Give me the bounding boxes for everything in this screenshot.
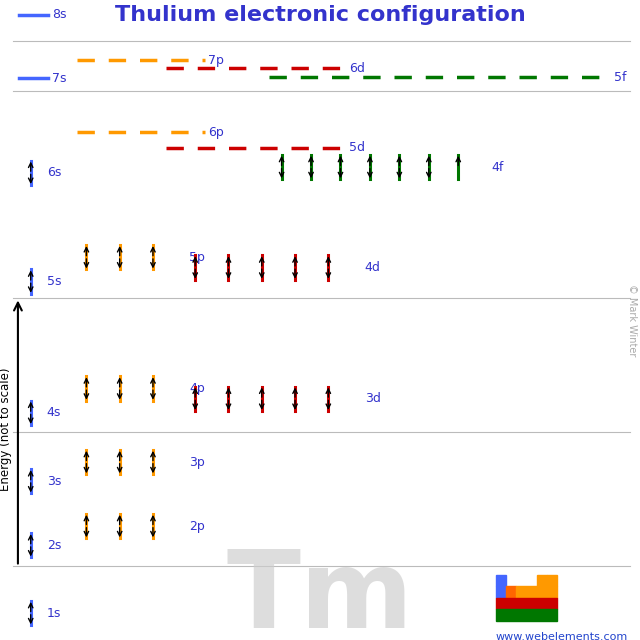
Text: 5p: 5p [189,251,205,264]
Text: 7s: 7s [52,72,67,84]
Text: 8s: 8s [52,8,67,21]
Text: 4p: 4p [189,382,205,395]
Bar [506,586,516,598]
Bar [516,586,537,598]
Text: 5f: 5f [614,71,627,84]
Text: www.webelements.com: www.webelements.com [496,632,628,640]
Bar [496,598,557,609]
Text: 4f: 4f [491,161,503,173]
Bar [537,586,547,598]
Bar [496,609,557,621]
Text: 6s: 6s [47,166,61,179]
Bar [496,586,506,598]
Text: 1s: 1s [47,607,61,620]
Text: 7p: 7p [208,54,224,67]
Bar [547,586,557,598]
Text: © Mark Winter: © Mark Winter [627,284,637,356]
Text: 3s: 3s [47,475,61,488]
Text: 6p: 6p [208,126,224,139]
Text: 3p: 3p [189,456,205,468]
Text: 2p: 2p [189,520,205,532]
Text: 3d: 3d [365,392,381,405]
Text: 2s: 2s [47,539,61,552]
Bar [547,575,557,586]
Text: Energy (not to scale): Energy (not to scale) [0,367,12,490]
Text: 5d: 5d [349,141,365,154]
Text: 4s: 4s [47,406,61,419]
Text: 4d: 4d [365,261,381,274]
Text: Thulium electronic configuration: Thulium electronic configuration [115,4,525,25]
Text: Tm: Tm [227,545,413,640]
Text: 6d: 6d [349,62,365,75]
Text: 5s: 5s [47,275,61,288]
Bar [496,575,506,586]
Bar [537,575,547,586]
